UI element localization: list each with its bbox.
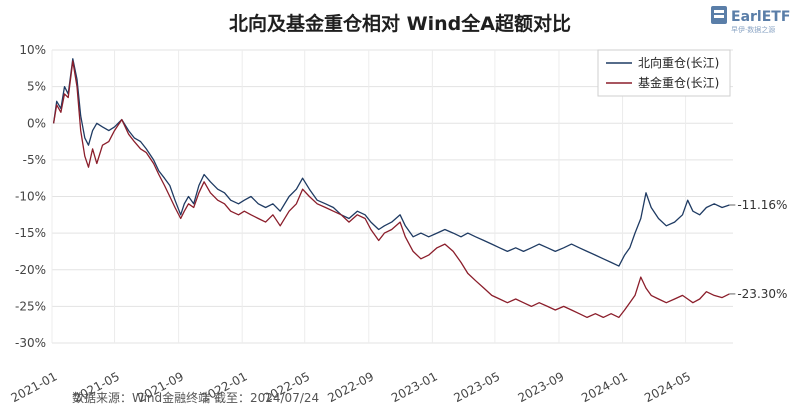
legend-label-northbound: 北向重仓(长江) [638,55,719,70]
y-tick-label: -30% [15,336,46,350]
logo-text: EarlETF [731,9,790,25]
y-tick-label: -10% [15,190,46,204]
legend-label-fund: 基金重仓(长江) [638,75,719,90]
x-tick-label: 2023-01 [389,369,440,405]
y-tick-label: 5% [27,80,46,94]
x-gridlines [51,50,687,343]
logo-subtext: 早伊·数据之源 [731,25,775,34]
series-line-fund [52,60,730,319]
y-tick-label: -25% [15,299,46,313]
x-tick-label: 2023-05 [451,369,502,405]
legend-box [597,49,731,97]
x-tick-label: 2022-09 [325,369,376,405]
y-tick-label: -5% [23,153,46,167]
x-tick-label: 2024-05 [642,369,693,405]
y-axis-ticks: 10% 5% 0% -5% -10% -15% -20% -25% -30% [15,43,46,350]
logo: EarlETF 早伊·数据之源 [711,6,790,34]
source-note: 数据来源：Wind金融终端 截至：2024/07/24 [72,390,319,405]
x-tick-label: 2023-09 [516,369,567,405]
legend: 北向重仓(长江) 基金重仓(长江) [597,49,731,97]
x-tick-label: 2024-01 [579,369,630,405]
y-tick-label: -15% [15,226,46,240]
y-gridlines [52,49,733,344]
y-tick-label: -20% [15,263,46,277]
series-line-northbound [52,58,730,267]
end-value-label: -23.30% [737,287,787,301]
y-tick-label: 10% [19,43,46,57]
end-labels: -11.16% -23.30% [729,198,787,301]
series-lines [52,58,730,319]
x-tick-label: 2021-01 [9,369,60,405]
y-tick-label: 0% [27,116,46,130]
chart-title: 北向及基金重仓相对 Wind全A超额对比 [229,12,571,35]
end-value-label: -11.16% [737,198,787,212]
